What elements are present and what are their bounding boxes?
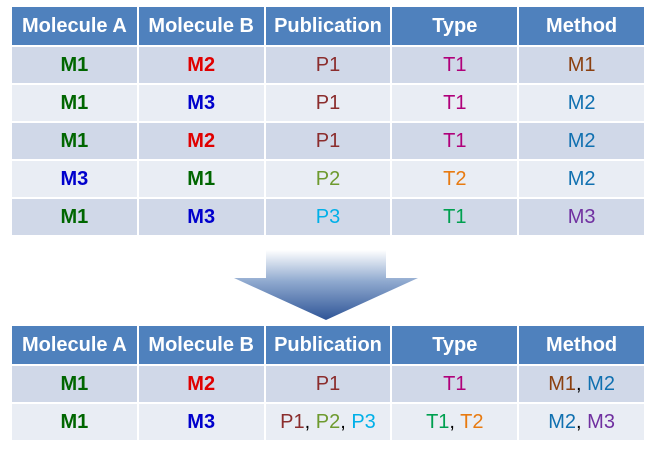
- header-type: Type: [392, 7, 518, 45]
- table-row: M1 M2 P1 T1 M2: [12, 123, 644, 159]
- method-value: M1: [548, 372, 577, 395]
- cell-type: T1, T2: [392, 404, 518, 440]
- cell-publication: P3: [265, 199, 391, 235]
- cell-type: T1: [392, 85, 518, 121]
- header-publication: Publication: [265, 7, 391, 45]
- header-publication: Publication: [265, 326, 391, 364]
- method-value: M2: [587, 372, 615, 395]
- header-method: Method: [519, 7, 644, 45]
- cell-molecule-b: M1: [138, 161, 264, 197]
- cell-type: T1: [392, 199, 518, 235]
- merged-header-row: Molecule A Molecule B Publication Type M…: [12, 326, 644, 364]
- table-row: M1 M2 P1 T1 M1: [12, 47, 644, 83]
- cell-type: T1: [392, 366, 518, 402]
- cell-molecule-a: M1: [12, 85, 137, 121]
- separator: ,: [340, 410, 352, 433]
- cell-molecule-a: M1: [12, 366, 137, 402]
- cell-molecule-a: M1: [12, 47, 137, 83]
- cell-method: M2, M3: [519, 404, 644, 440]
- publication-value: P3: [351, 410, 376, 433]
- cell-type: T2: [392, 161, 518, 197]
- cell-method: M2: [519, 85, 644, 121]
- cell-molecule-a: M3: [12, 161, 137, 197]
- header-method: Method: [519, 326, 644, 364]
- down-arrow-icon: [234, 250, 418, 320]
- cell-molecule-b: M2: [138, 366, 264, 402]
- cell-method: M3: [519, 199, 644, 235]
- cell-molecule-b: M3: [138, 404, 264, 440]
- type-value: T1: [443, 372, 467, 395]
- method-value: M2: [548, 410, 577, 433]
- publication-value: P2: [315, 410, 341, 433]
- table-row: M1 M3 P1 T1 M2: [12, 85, 644, 121]
- cell-molecule-a: M1: [12, 123, 137, 159]
- separator: ,: [576, 410, 588, 433]
- table-row: M1 M2 P1 T1 M1, M2: [12, 366, 644, 402]
- type-value: T2: [460, 410, 484, 433]
- cell-publication: P2: [265, 161, 391, 197]
- merged-table: Molecule A Molecule B Publication Type M…: [10, 324, 646, 442]
- header-type: Type: [392, 326, 518, 364]
- publication-value: P1: [315, 372, 341, 395]
- separator: ,: [449, 410, 461, 433]
- source-table: Molecule A Molecule B Publication Type M…: [10, 5, 646, 237]
- cell-publication: P1: [265, 366, 391, 402]
- cell-method: M1, M2: [519, 366, 644, 402]
- publication-value: P1: [280, 410, 305, 433]
- cell-molecule-a: M1: [12, 404, 137, 440]
- source-header-row: Molecule A Molecule B Publication Type M…: [12, 7, 644, 45]
- cell-type: T1: [392, 47, 518, 83]
- table-row: M3 M1 P2 T2 M2: [12, 161, 644, 197]
- cell-publication: P1: [265, 85, 391, 121]
- cell-type: T1: [392, 123, 518, 159]
- cell-molecule-b: M3: [138, 199, 264, 235]
- cell-publication: P1: [265, 123, 391, 159]
- cell-molecule-a: M1: [12, 199, 137, 235]
- cell-publication: P1: [265, 47, 391, 83]
- type-value: T1: [426, 410, 450, 433]
- cell-method: M1: [519, 47, 644, 83]
- header-molecule-a: Molecule A: [12, 7, 137, 45]
- separator: ,: [304, 410, 316, 433]
- separator: ,: [576, 372, 588, 395]
- method-value: M3: [587, 410, 615, 433]
- table-row: M1 M3 P3 T1 M3: [12, 199, 644, 235]
- cell-molecule-b: M3: [138, 85, 264, 121]
- cell-molecule-b: M2: [138, 123, 264, 159]
- table-row: M1 M3 P1, P2, P3 T1, T2 M2, M3: [12, 404, 644, 440]
- header-molecule-b: Molecule B: [138, 326, 264, 364]
- header-molecule-a: Molecule A: [12, 326, 137, 364]
- cell-method: M2: [519, 123, 644, 159]
- header-molecule-b: Molecule B: [138, 7, 264, 45]
- cell-publication: P1, P2, P3: [265, 404, 391, 440]
- cell-molecule-b: M2: [138, 47, 264, 83]
- cell-method: M2: [519, 161, 644, 197]
